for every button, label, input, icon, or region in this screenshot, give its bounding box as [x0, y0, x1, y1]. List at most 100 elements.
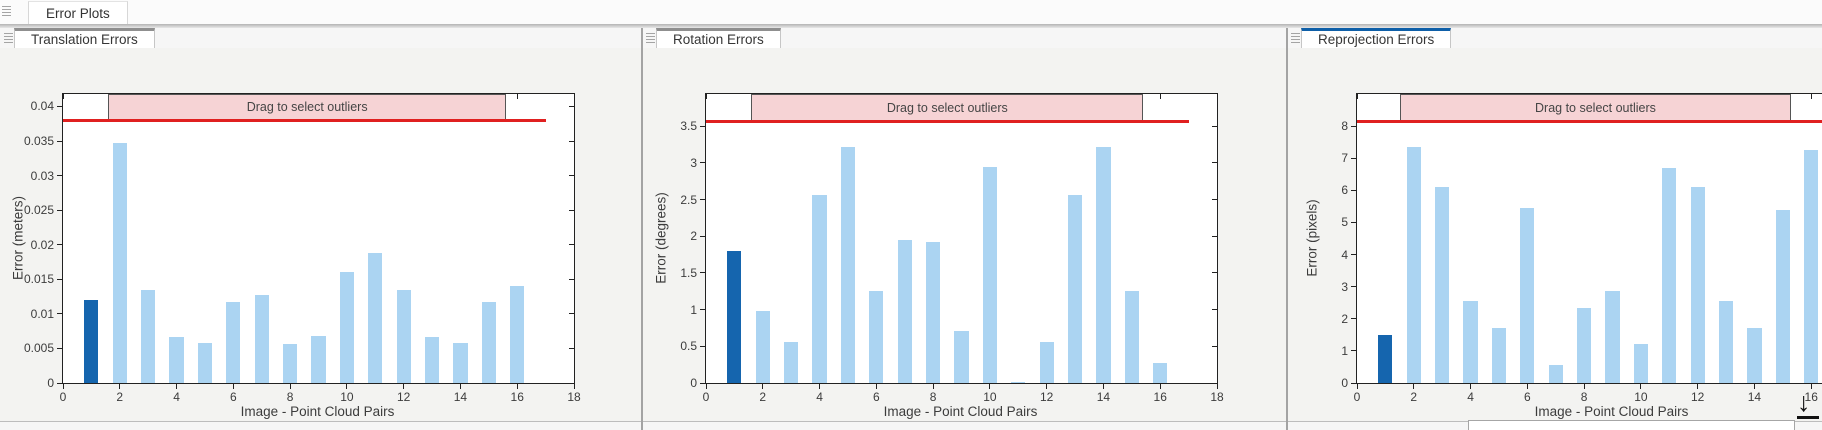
panel-reprojection-errors: Reprojection Errors Drag to select outli…	[1287, 28, 1822, 430]
bar[interactable]	[840, 146, 856, 383]
y-tick-label: 2.5	[680, 192, 697, 207]
panel-divider[interactable]	[1286, 28, 1288, 430]
status-bar	[0, 421, 1822, 430]
bar[interactable]	[1039, 341, 1054, 383]
tab-rotation-errors[interactable]: Rotation Errors	[656, 28, 781, 48]
bar[interactable]	[1633, 344, 1648, 383]
bar[interactable]	[1718, 301, 1734, 383]
panels-row: Translation Errors Drag to select outlie…	[0, 28, 1822, 430]
drag-grip-icon[interactable]	[2, 6, 11, 16]
outlier-selection-band[interactable]: Drag to select outliers	[751, 94, 1144, 122]
bar[interactable]	[1435, 187, 1450, 383]
x-tick	[1356, 384, 1358, 389]
bar[interactable]	[169, 336, 184, 383]
drag-grip-icon[interactable]	[646, 33, 655, 43]
x-tick-label: 16	[510, 390, 524, 404]
bar[interactable]	[1662, 167, 1677, 383]
panel-divider[interactable]	[641, 28, 643, 430]
x-tick-top	[516, 94, 518, 99]
y-tick	[57, 313, 62, 315]
y-tick-label: 0.04	[30, 99, 54, 114]
bar[interactable]	[1520, 208, 1535, 383]
drag-grip-icon[interactable]	[1291, 33, 1300, 43]
bar[interactable]	[1804, 150, 1819, 383]
outlier-selection-band[interactable]: Drag to select outliers	[108, 94, 506, 120]
bar[interactable]	[112, 143, 127, 383]
y-tick-right	[1212, 235, 1217, 237]
x-tick-label: 10	[1634, 390, 1648, 404]
reprojection-error-axes[interactable]: Drag to select outliers	[1356, 93, 1822, 384]
bar[interactable]	[1605, 291, 1620, 383]
bottom-right-field	[1468, 420, 1795, 430]
bar[interactable]	[1548, 365, 1563, 383]
bar[interactable]	[283, 344, 298, 383]
bar-selected[interactable]	[84, 300, 99, 383]
bar[interactable]	[1577, 307, 1592, 383]
y-tick	[1351, 350, 1356, 352]
bar[interactable]	[982, 166, 997, 383]
bar[interactable]	[897, 239, 912, 383]
bar[interactable]	[1775, 209, 1790, 383]
bar[interactable]	[254, 295, 269, 383]
x-tick	[1046, 384, 1048, 389]
bar[interactable]	[226, 302, 241, 383]
bar-selected[interactable]	[727, 250, 742, 383]
y-tick-label: 0	[47, 376, 54, 390]
y-tick-right	[569, 278, 574, 280]
y-tick-label: 0.01	[30, 306, 54, 321]
bar[interactable]	[453, 342, 468, 383]
bar-selected[interactable]	[1378, 334, 1393, 383]
drag-grip-icon[interactable]	[4, 33, 13, 43]
bar[interactable]	[141, 289, 156, 383]
x-tick-label: 16	[1804, 390, 1818, 404]
bar[interactable]	[954, 330, 969, 383]
bar[interactable]	[510, 286, 525, 383]
bar[interactable]	[926, 242, 941, 383]
x-axis-label: Image - Point Cloud Pairs	[240, 404, 395, 419]
bar[interactable]	[481, 302, 496, 383]
bar[interactable]	[1124, 291, 1139, 383]
translation-error-figure: Drag to select outliers 0 2 4 6 8 10 12 14 16 18 0…	[0, 48, 642, 430]
bar[interactable]	[339, 272, 354, 383]
bar[interactable]	[755, 311, 770, 383]
bar[interactable]	[311, 336, 326, 383]
bar[interactable]	[1096, 146, 1111, 383]
x-tick	[1216, 384, 1218, 389]
bar[interactable]	[1463, 301, 1478, 383]
y-tick	[1351, 318, 1356, 320]
bar[interactable]	[1011, 381, 1026, 383]
bar[interactable]	[1491, 328, 1507, 383]
y-tick-label: 3	[690, 155, 697, 170]
bar[interactable]	[1690, 187, 1705, 383]
x-tick-top	[1356, 94, 1358, 99]
panel-tabrow: Translation Errors	[0, 28, 642, 48]
tab-translation-errors[interactable]: Translation Errors	[14, 28, 155, 48]
x-tick	[875, 384, 877, 389]
outlier-selection-band[interactable]: Drag to select outliers	[1399, 94, 1792, 122]
download-icon[interactable]: ↓	[1797, 388, 1822, 428]
y-tick-right	[569, 175, 574, 177]
bar[interactable]	[1747, 328, 1762, 383]
y-tick	[700, 235, 705, 237]
bar[interactable]	[869, 291, 884, 383]
y-tick-label: 8	[1341, 119, 1348, 134]
y-tick	[57, 382, 62, 384]
bar[interactable]	[197, 342, 213, 383]
x-tick-label: 14	[453, 390, 468, 404]
bar[interactable]	[368, 253, 383, 383]
y-tick-right	[1212, 162, 1217, 164]
bar[interactable]	[1067, 195, 1083, 383]
bar[interactable]	[1153, 363, 1168, 383]
rotation-error-axes[interactable]: Drag to select outliers	[705, 93, 1218, 384]
bar[interactable]	[784, 341, 799, 383]
bar[interactable]	[1406, 146, 1421, 383]
x-tick	[403, 384, 405, 389]
tab-reprojection-errors[interactable]: Reprojection Errors	[1301, 28, 1452, 48]
translation-error-axes[interactable]: Drag to select outliers	[62, 93, 575, 384]
bar[interactable]	[812, 195, 827, 383]
y-tick-right	[1212, 199, 1217, 201]
bar[interactable]	[424, 336, 440, 383]
tab-error-plots[interactable]: Error Plots	[28, 1, 128, 24]
bar[interactable]	[396, 289, 411, 383]
